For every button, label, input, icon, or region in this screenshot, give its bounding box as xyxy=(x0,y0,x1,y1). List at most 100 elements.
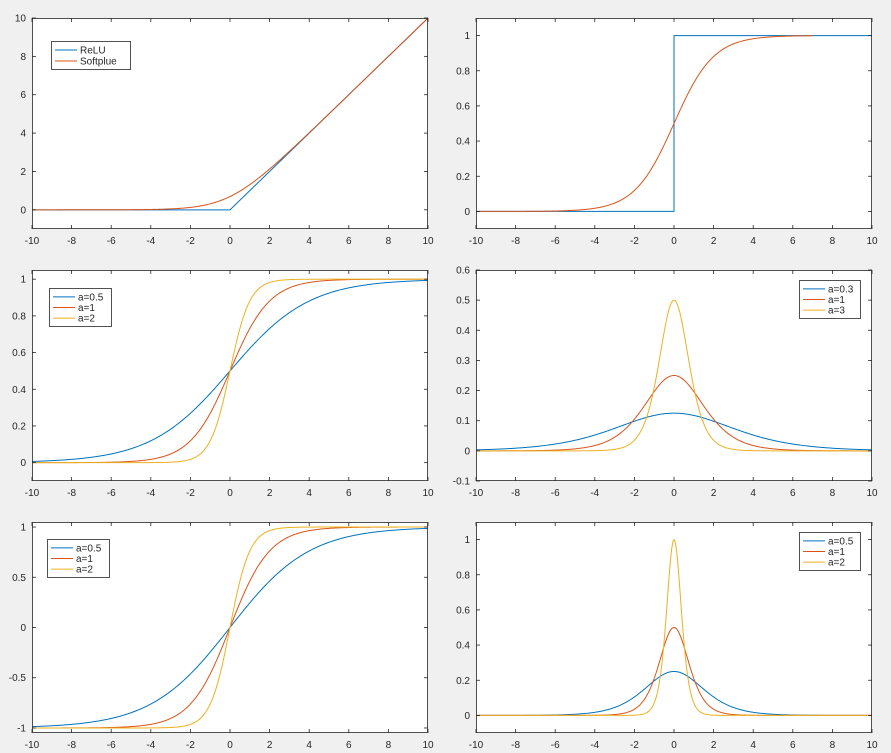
y-tick-label: 0.8 xyxy=(456,66,470,77)
x-tick-label: 8 xyxy=(386,236,392,247)
x-tick-label: -6 xyxy=(551,488,560,499)
y-tick-label: 10 xyxy=(15,14,27,25)
legend-label: Softplue xyxy=(80,57,117,68)
y-tick-label: 2 xyxy=(20,167,26,178)
y-tick-label: 1 xyxy=(464,31,470,42)
y-tick-label: 1 xyxy=(464,535,470,546)
x-tick-label: -2 xyxy=(630,740,639,751)
x-tick-label: -4 xyxy=(590,488,599,499)
y-tick-label: 1 xyxy=(20,523,26,534)
x-tick-label: 8 xyxy=(386,740,392,751)
x-tick-label: -10 xyxy=(469,740,484,751)
legend-label: a=0.5 xyxy=(828,536,854,547)
x-tick-label: -6 xyxy=(107,236,116,247)
x-tick-label: 2 xyxy=(267,488,273,499)
legend-label: a=2 xyxy=(828,558,845,569)
x-tick-label: 4 xyxy=(750,236,756,247)
series-line-softplue xyxy=(32,18,428,211)
y-tick-label: 0.8 xyxy=(456,570,470,581)
legend-label: a=1 xyxy=(78,303,95,314)
x-tick-label: -2 xyxy=(630,236,639,247)
x-tick-label: 10 xyxy=(866,740,878,751)
x-tick-label: -4 xyxy=(590,236,599,247)
series-group xyxy=(32,278,428,464)
series-group xyxy=(476,538,872,716)
y-tick-label: 0.2 xyxy=(12,421,26,432)
y-tick-label: -0.5 xyxy=(9,673,27,684)
y-tick-label: 0.4 xyxy=(456,326,470,337)
y-tick-label: 0.6 xyxy=(456,605,470,616)
series-group xyxy=(32,18,428,211)
y-tick-label: 0 xyxy=(464,446,470,457)
y-tick-label: 0.2 xyxy=(456,386,470,397)
y-tick-label: 6 xyxy=(20,90,26,101)
legend-label: a=2 xyxy=(78,314,95,325)
x-tick-label: -8 xyxy=(511,488,520,499)
plot-tanh-family: -10 -8 -6 -4 -2 0 2 4 6 8 10 -1 -0.5 0 0.5 1 a=0.5a=1a=2 xyxy=(9,522,434,751)
series-line-a-3 xyxy=(476,299,872,452)
x-tick-label: 0 xyxy=(671,488,677,499)
x-tick-label: 0 xyxy=(227,236,233,247)
x-tick-label: 10 xyxy=(422,740,434,751)
x-tick-label: 10 xyxy=(422,236,434,247)
x-tick-label: -8 xyxy=(67,740,76,751)
x-tick-label: -6 xyxy=(107,740,116,751)
legend-label: a=2 xyxy=(76,565,93,576)
x-tick-label: 0 xyxy=(671,236,677,247)
y-tick-label: 0.6 xyxy=(12,348,26,359)
x-tick-label: -4 xyxy=(146,740,155,751)
legend-label: a=0.5 xyxy=(78,292,104,303)
y-tick-label: 0 xyxy=(464,711,470,722)
x-tick-label: 10 xyxy=(866,488,878,499)
x-tick-label: 2 xyxy=(711,236,717,247)
x-tick-label: -8 xyxy=(67,488,76,499)
x-tick-label: -8 xyxy=(511,236,520,247)
y-tick-label: 0.4 xyxy=(456,641,470,652)
plot-sigmoid-family: -10 -8 -6 -4 -2 0 2 4 6 8 10 0 0.2 0.4 0.6 0.8 1 a=0.5a=1… xyxy=(12,270,434,499)
legend-label: a=3 xyxy=(828,306,845,317)
x-tick-label: 0 xyxy=(227,488,233,499)
legend: a=0.3a=1a=3 xyxy=(799,280,861,319)
x-tick-label: 4 xyxy=(750,488,756,499)
x-tick-label: -2 xyxy=(186,236,195,247)
x-tick-label: -4 xyxy=(146,488,155,499)
x-tick-label: 4 xyxy=(750,740,756,751)
series-group xyxy=(476,35,872,212)
y-tick-label: 0.6 xyxy=(456,266,470,277)
x-tick-label: 8 xyxy=(830,488,836,499)
y-tick-label: 0.5 xyxy=(12,573,26,584)
legend-label: a=1 xyxy=(76,554,93,565)
series-line-a-2 xyxy=(32,278,428,464)
x-tick-label: 8 xyxy=(830,236,836,247)
x-tick-label: -4 xyxy=(146,236,155,247)
legend-label: a=0.3 xyxy=(828,284,854,295)
x-tick-label: -2 xyxy=(186,488,195,499)
legend-box xyxy=(49,288,112,327)
plot-tanh-derivative-family: -10 -8 -6 -4 -2 0 2 4 6 8 10 0 0.2 0.4 0.6 0.8 1 a=0.5a=1… xyxy=(456,522,878,751)
series-group xyxy=(476,299,872,452)
x-tick-label: -10 xyxy=(25,236,40,247)
y-tick-label: 0.8 xyxy=(12,311,26,322)
series-line-a-0-3 xyxy=(476,412,872,451)
series-line-series-2 xyxy=(476,35,813,212)
y-tick-label: 0.3 xyxy=(456,356,470,367)
x-tick-label: 6 xyxy=(346,488,352,499)
plot-step-sigmoid: -10 -8 -6 -4 -2 0 2 4 6 8 10 0 0.2 0.4 0.6 0.8 1 xyxy=(456,18,878,247)
x-tick-label: 4 xyxy=(306,488,312,499)
x-tick-label: -6 xyxy=(551,236,560,247)
x-tick-label: 6 xyxy=(790,488,796,499)
x-tick-label: -2 xyxy=(186,740,195,751)
x-tick-label: 4 xyxy=(306,740,312,751)
legend: a=0.5a=1a=2 xyxy=(49,288,112,327)
x-tick-label: 6 xyxy=(346,236,352,247)
x-tick-label: 2 xyxy=(267,236,273,247)
x-tick-label: 6 xyxy=(790,236,796,247)
y-tick-label: 0 xyxy=(20,205,26,216)
x-tick-label: -6 xyxy=(107,488,116,499)
x-tick-label: 4 xyxy=(306,236,312,247)
y-tick-label: 0 xyxy=(464,207,470,218)
x-tick-label: 2 xyxy=(711,488,717,499)
x-tick-label: 8 xyxy=(830,740,836,751)
series-group xyxy=(32,526,428,729)
